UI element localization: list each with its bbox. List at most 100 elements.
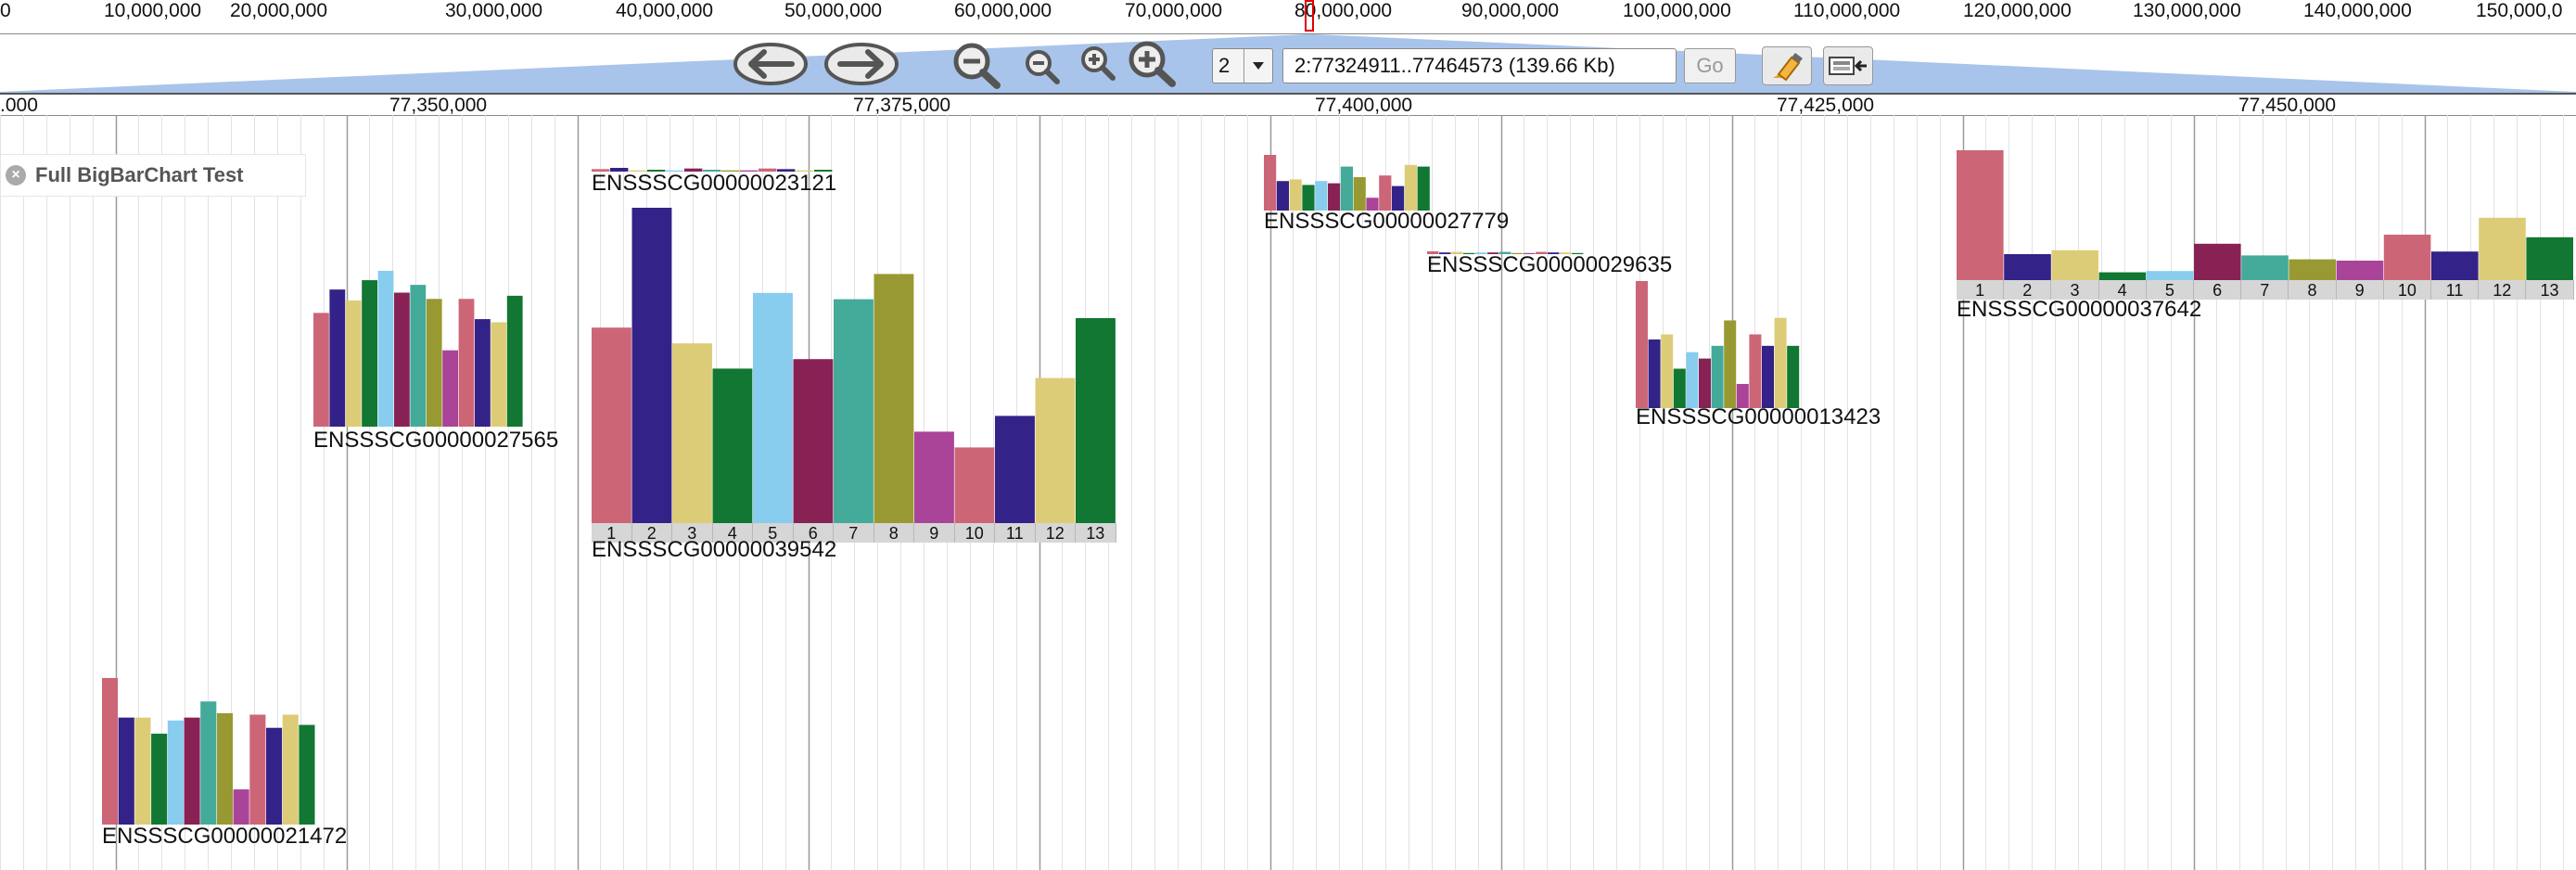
bar[interactable] (1686, 352, 1699, 408)
bar[interactable] (1699, 358, 1711, 408)
bar[interactable] (394, 292, 410, 427)
bar[interactable] (1379, 175, 1392, 211)
bar[interactable] (2004, 254, 2051, 280)
bar[interactable] (2431, 251, 2479, 280)
zoom-out-large-button[interactable] (950, 41, 1004, 89)
bar[interactable] (1787, 345, 1800, 408)
pan-right-button[interactable] (823, 41, 899, 87)
bar[interactable] (249, 714, 266, 825)
bar[interactable] (282, 714, 299, 825)
bar[interactable] (1276, 181, 1289, 211)
bar[interactable] (426, 299, 442, 427)
bar[interactable] (410, 285, 427, 427)
bar[interactable] (1499, 251, 1511, 254)
bar[interactable] (329, 289, 346, 427)
bar[interactable] (1648, 339, 1661, 408)
bar[interactable] (834, 299, 874, 523)
bar[interactable] (631, 208, 672, 523)
bar[interactable] (1076, 318, 1116, 523)
bar[interactable] (995, 416, 1035, 523)
bar[interactable] (1762, 345, 1774, 408)
bar[interactable] (1427, 251, 1439, 254)
close-icon[interactable]: × (6, 165, 26, 186)
bar[interactable] (2383, 235, 2431, 280)
bar[interactable] (2336, 261, 2384, 280)
bar[interactable] (666, 170, 684, 172)
bar[interactable] (345, 300, 362, 427)
bar[interactable] (1302, 185, 1315, 211)
track-label[interactable]: × Full BigBarChart Test (0, 154, 306, 197)
bar[interactable] (1315, 181, 1328, 211)
bar[interactable] (703, 170, 721, 172)
bar[interactable] (1328, 183, 1341, 211)
bar[interactable] (914, 431, 954, 523)
bar[interactable] (1673, 368, 1686, 408)
bar[interactable] (954, 447, 995, 523)
snapshot-button[interactable] (1823, 46, 1873, 85)
bar[interactable] (1366, 198, 1379, 211)
bar[interactable] (610, 168, 629, 172)
go-button[interactable]: Go (1684, 48, 1736, 83)
overview-scale[interactable]: 0 10,000,000 20,000,000 30,000,000 40,00… (0, 0, 2576, 34)
bar[interactable] (1711, 345, 1724, 408)
bar[interactable] (647, 170, 666, 172)
bar[interactable] (1264, 155, 1277, 211)
bar[interactable] (793, 359, 834, 523)
bar[interactable] (1404, 164, 1417, 211)
bar[interactable] (1289, 179, 1302, 211)
bar[interactable] (2098, 272, 2147, 280)
bar[interactable] (1749, 334, 1762, 408)
bar[interactable] (1417, 166, 1430, 211)
bar[interactable] (1463, 252, 1475, 254)
feature-label[interactable]: ENSSSCG00000037642 (1957, 297, 2202, 322)
bar[interactable] (796, 170, 814, 172)
feature-label[interactable]: ENSSSCG00000027565 (313, 428, 559, 453)
zoom-in-button[interactable] (1078, 45, 1118, 82)
pan-left-button[interactable] (733, 41, 809, 87)
bar[interactable] (1524, 252, 1536, 254)
bar[interactable] (200, 701, 217, 825)
bar[interactable] (1439, 252, 1451, 254)
bar[interactable] (1536, 251, 1548, 254)
bar[interactable] (1661, 334, 1674, 408)
bar[interactable] (759, 168, 777, 172)
feature-label[interactable]: ENSSSCG00000039542 (592, 537, 837, 562)
bar[interactable] (118, 717, 134, 825)
bar[interactable] (712, 368, 753, 523)
feature-label[interactable]: ENSSSCG00000021472 (102, 824, 348, 849)
bar[interactable] (1511, 252, 1524, 254)
bar[interactable] (2241, 255, 2289, 280)
bar[interactable] (1392, 186, 1405, 211)
bar[interactable] (102, 678, 119, 825)
feature-label[interactable]: ENSSSCG00000023121 (592, 171, 837, 196)
bar[interactable] (1353, 177, 1366, 211)
overview-location-marker[interactable] (1305, 0, 1314, 32)
bar[interactable] (1548, 252, 1560, 254)
bar[interactable] (442, 350, 458, 427)
bar[interactable] (362, 280, 377, 427)
feature-label[interactable]: ENSSSCG00000027779 (1264, 209, 1510, 234)
bar[interactable] (151, 734, 168, 825)
bar[interactable] (2479, 217, 2526, 280)
bar[interactable] (313, 313, 329, 427)
bar[interactable] (1340, 166, 1353, 211)
bar[interactable] (167, 720, 184, 825)
bar[interactable] (458, 299, 475, 427)
zoom-out-button[interactable] (1022, 48, 1063, 85)
bar[interactable] (2194, 243, 2241, 280)
bar[interactable] (1487, 252, 1499, 254)
bar[interactable] (475, 319, 491, 427)
bar[interactable] (134, 717, 151, 825)
bar[interactable] (491, 322, 507, 427)
bar[interactable] (1035, 377, 1076, 523)
track-area[interactable]: ENSSSCG00000027565 ENSSSCG00000023121 1 2 3 4… (0, 115, 2576, 870)
bar[interactable] (506, 295, 523, 427)
bar[interactable] (1736, 383, 1749, 408)
feature-label[interactable]: ENSSSCG00000013423 (1636, 404, 1881, 429)
bar[interactable] (684, 168, 703, 172)
highlight-button[interactable] (1762, 46, 1812, 85)
bar[interactable] (2289, 259, 2336, 280)
bar[interactable] (299, 724, 315, 825)
bar[interactable] (672, 343, 712, 523)
bar[interactable] (1957, 150, 2004, 280)
